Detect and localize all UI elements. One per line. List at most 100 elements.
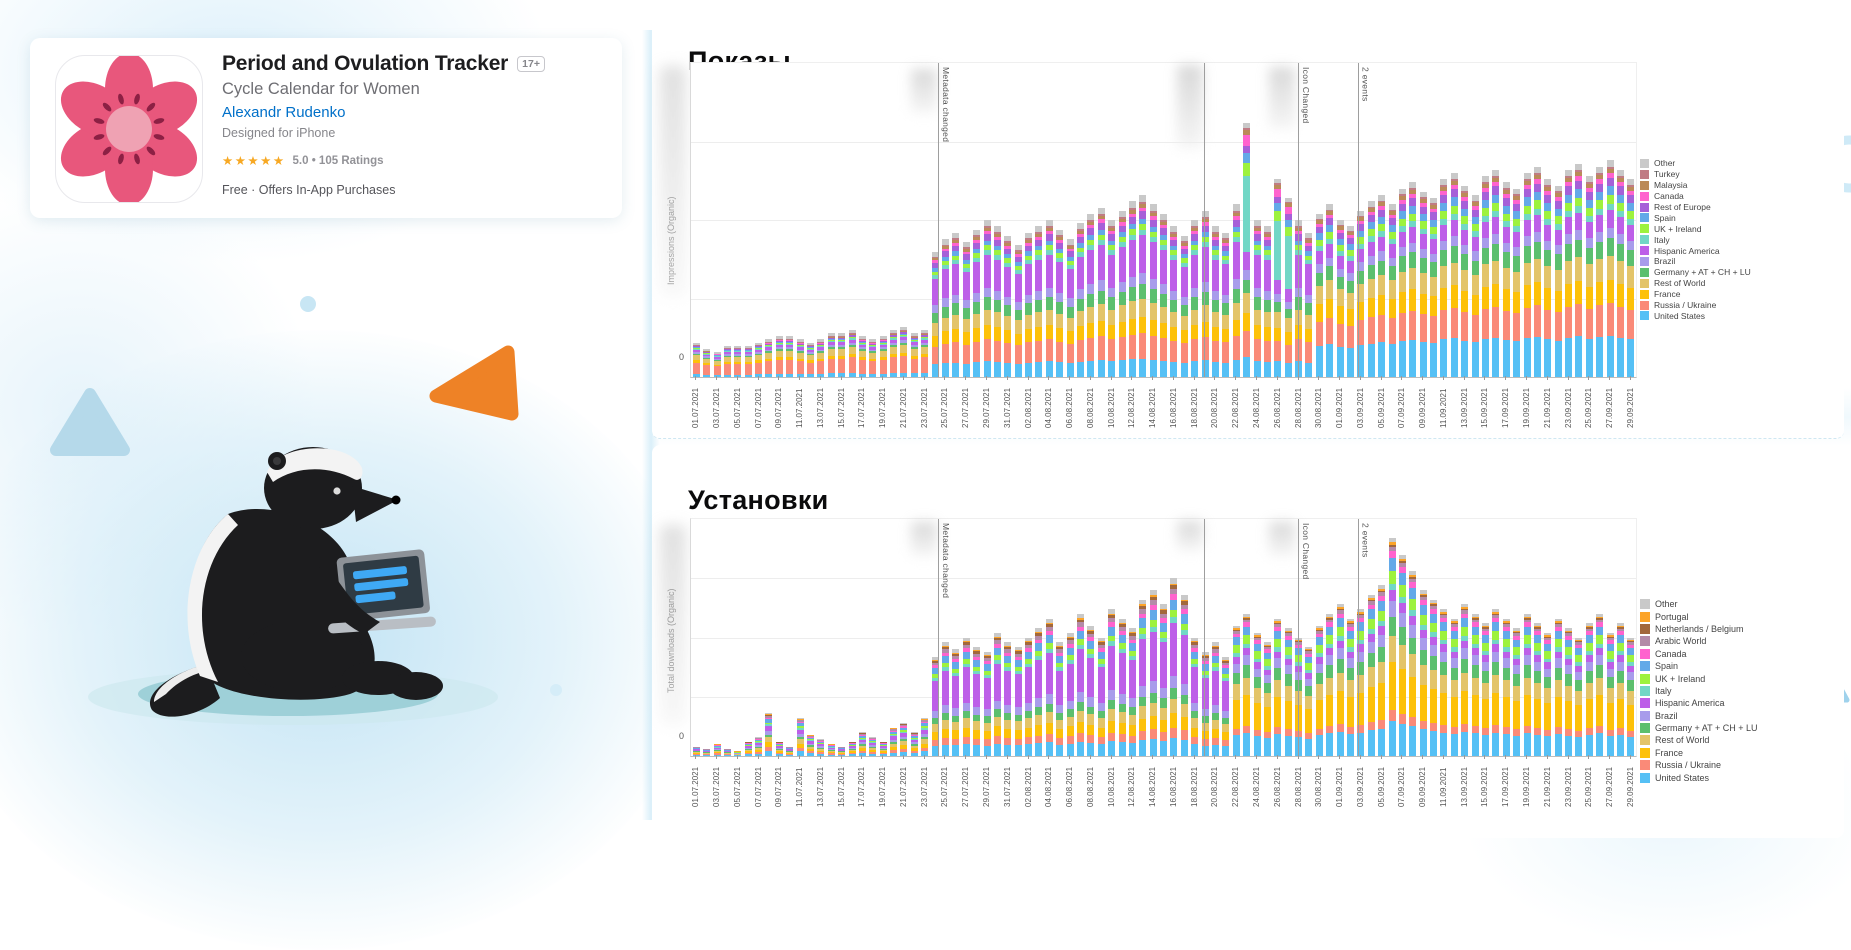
bar-segment: [1025, 652, 1032, 659]
bar-segment: [1555, 697, 1562, 727]
bar-segment: [984, 731, 991, 739]
stacked-bar: [994, 633, 1001, 756]
bar-segment: [1274, 203, 1281, 211]
bar-segment: [1409, 599, 1416, 610]
bar-segment: [1440, 693, 1447, 725]
bar-segment: [786, 360, 793, 374]
bar-segment: [1368, 222, 1375, 229]
stacked-bar: [1087, 214, 1094, 377]
bar-segment: [1555, 658, 1562, 668]
bar-segment: [1544, 310, 1551, 340]
stacked-bar: [1534, 167, 1541, 377]
stacked-bar: [1617, 623, 1624, 756]
bar-segment: [1503, 680, 1510, 697]
bar-segment: [1565, 244, 1572, 261]
bar-segment: [1627, 655, 1634, 662]
bar-segment: [1160, 698, 1167, 707]
bar-segment: [1077, 326, 1084, 340]
stacked-bar: [1524, 173, 1531, 377]
bar-segment: [1492, 644, 1499, 651]
impressions-chart-panel: Показы Impressions (Organic) 0 Metadata …: [652, 18, 1844, 439]
bar-segment: [1129, 217, 1136, 224]
bar-segment: [1524, 236, 1531, 246]
x-axis-date-label: 05.09.2021: [1377, 767, 1386, 807]
bar-segment: [994, 260, 1001, 292]
bar-segment: [1056, 362, 1063, 377]
x-axis-tick: [1505, 755, 1506, 759]
bar-segment: [703, 365, 710, 375]
stacked-bar: [1378, 585, 1385, 756]
bar-segment: [1243, 655, 1250, 665]
bar-segment: [1524, 246, 1531, 262]
bar-segment: [1015, 302, 1022, 310]
bar-segment: [1503, 311, 1510, 340]
bar-segment: [1202, 337, 1209, 360]
event-marker-line: [1204, 519, 1205, 756]
bar-segment: [1451, 658, 1458, 668]
bar-segment: [1575, 230, 1582, 241]
bar-segment: [1368, 317, 1375, 343]
bar-segment: [1378, 261, 1385, 276]
bar-segment: [1067, 736, 1074, 743]
bar-segment: [1627, 737, 1634, 756]
stacked-bar: [1015, 647, 1022, 756]
bar-segment: [952, 363, 959, 377]
stacked-bar: [1077, 614, 1084, 756]
developer-link[interactable]: Alexandr Rudenko: [222, 104, 606, 121]
bar-segment: [1627, 672, 1634, 680]
app-store-card: Period and Ovulation Tracker 17+ Cycle C…: [30, 38, 622, 218]
bar-segment: [1243, 146, 1250, 154]
legend-label: Russia / Ukraine: [1654, 300, 1716, 310]
bar-segment: [1420, 638, 1427, 650]
bar-segment: [828, 359, 835, 374]
x-axis-tick: [944, 755, 945, 759]
bar-segment: [1035, 300, 1042, 312]
bar-segment: [1326, 280, 1333, 299]
stacked-bar: [693, 343, 700, 377]
bar-segment: [724, 364, 731, 375]
bar-segment: [952, 730, 959, 739]
bar-segment: [1420, 729, 1427, 756]
bar-segment: [1015, 274, 1022, 302]
stacked-bar: [1430, 600, 1437, 756]
bar-segment: [1056, 656, 1063, 663]
stacked-bar: [807, 343, 814, 377]
bar-segment: [1482, 222, 1489, 238]
bar-segment: [1472, 251, 1479, 260]
bar-segment: [1264, 738, 1271, 756]
stacked-bar: [1243, 123, 1250, 377]
bar-segment: [1129, 698, 1136, 707]
bar-segment: [1202, 731, 1209, 739]
stacked-bar: [1129, 628, 1136, 756]
bar-segment: [1409, 726, 1416, 756]
bar-segment: [1004, 267, 1011, 297]
honey-badger-mascot: [78, 392, 518, 732]
bar-segment: [1087, 323, 1094, 338]
bar-segment: [1575, 691, 1582, 705]
bar-segment: [963, 737, 970, 744]
bar-segment: [1056, 671, 1063, 705]
x-axis-tick: [1090, 376, 1091, 380]
legend-item: Other: [1640, 158, 1751, 169]
bar-segment: [1181, 330, 1188, 343]
stacked-bar: [849, 330, 856, 377]
bar-segment: [1326, 232, 1333, 239]
bar-segment: [1378, 729, 1385, 756]
bar-segment: [1555, 631, 1562, 639]
x-axis-date-label: 21.09.2021: [1543, 388, 1552, 428]
bar-segment: [1337, 724, 1344, 732]
bar-segment: [1035, 725, 1042, 735]
bar-segment: [1347, 658, 1354, 668]
bar-segment: [1472, 627, 1479, 636]
stacked-bar: [1565, 170, 1572, 377]
bar-segment: [1451, 631, 1458, 639]
bar-segment: [984, 678, 991, 709]
bar-segment: [1555, 680, 1562, 697]
bar-segment: [1326, 218, 1333, 225]
bar-segment: [1472, 295, 1479, 315]
bar-segment: [1222, 315, 1229, 329]
bar-segment: [1067, 363, 1074, 377]
bar-segment: [1378, 720, 1385, 729]
bar-segment: [1191, 718, 1198, 727]
bar-segment: [1067, 318, 1074, 332]
